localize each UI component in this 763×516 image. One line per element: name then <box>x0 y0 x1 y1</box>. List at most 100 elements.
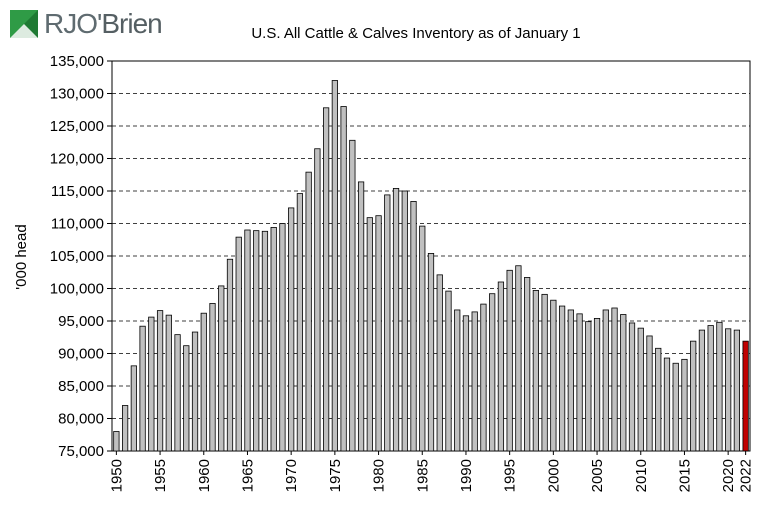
bar-2013 <box>663 357 671 452</box>
bar-1986 <box>427 252 435 452</box>
chart-title: U.S. All Cattle & Calves Inventory as of… <box>251 25 580 42</box>
bar-1968 <box>270 226 277 452</box>
x-tick-label: 1950 <box>108 459 125 492</box>
bar-1982 <box>392 187 400 452</box>
x-tick-label: 1975 <box>327 459 344 492</box>
x-tick-label: 1990 <box>458 459 475 492</box>
bar-1990 <box>462 315 470 452</box>
x-tick-label: 2022 <box>738 459 755 492</box>
x-tick-label: 1970 <box>283 459 300 492</box>
bar-1999 <box>541 293 548 452</box>
bar-1955 <box>156 310 164 452</box>
bar-2017 <box>698 329 706 452</box>
rjo-brien-logo: RJO'Brien <box>8 6 163 44</box>
bar-1972 <box>305 171 312 452</box>
bar-1974 <box>323 107 330 452</box>
x-tick-label: 2020 <box>720 459 737 492</box>
bar-2002 <box>567 309 574 452</box>
logo-wordmark: RJO'Brien <box>44 8 163 40</box>
bar-2006 <box>602 309 609 452</box>
bar-1979 <box>366 217 373 452</box>
x-tick-label: 2005 <box>589 459 606 492</box>
y-tick-label: 95,000 <box>58 313 104 330</box>
x-tick-label: 1995 <box>502 459 519 492</box>
bar-2020 <box>725 328 732 452</box>
y-tick-label: 115,000 <box>51 183 104 200</box>
y-tick-label: 120,000 <box>50 151 104 168</box>
bar-1970 <box>288 207 295 452</box>
bar-2000 <box>550 299 557 452</box>
y-tick-label: 85,000 <box>58 378 104 395</box>
bar-1958 <box>183 345 190 452</box>
x-tick-label: 2000 <box>545 459 562 492</box>
x-tick-label: 1960 <box>196 459 213 492</box>
bar-2012 <box>655 347 662 452</box>
bar-2022 <box>742 340 749 452</box>
bar-1988 <box>445 290 452 452</box>
bar-1976 <box>340 106 347 452</box>
bar-1978 <box>357 181 365 452</box>
bar-2005 <box>593 317 601 452</box>
bar-1984 <box>410 200 417 452</box>
bar-2021 <box>733 329 740 452</box>
bar-1962 <box>218 285 225 452</box>
bar-1953 <box>139 325 146 452</box>
x-tick-label: 1955 <box>152 459 169 492</box>
bar-1971 <box>296 193 304 452</box>
bar-1994 <box>497 281 505 452</box>
bar-1998 <box>532 290 539 452</box>
y-tick-label: 100,000 <box>50 281 104 298</box>
bar-1991 <box>471 311 478 452</box>
bar-2019 <box>716 321 723 452</box>
bar-1960 <box>200 312 207 452</box>
bar-1951 <box>122 405 129 452</box>
bar-1981 <box>384 194 391 452</box>
bar-1985 <box>419 225 426 452</box>
bar-1983 <box>401 190 408 452</box>
x-tick-label: 2015 <box>676 459 693 492</box>
bar-1993 <box>489 293 496 452</box>
bar-1957 <box>174 334 181 452</box>
bar-1956 <box>165 314 172 452</box>
bar-1969 <box>279 223 286 452</box>
bar-1961 <box>209 303 216 452</box>
bar-1995 <box>506 269 513 452</box>
logo-wordmark-primary: RJO' <box>44 8 102 39</box>
logo-mark-icon <box>10 10 38 38</box>
bar-2015 <box>681 358 688 452</box>
bar-1987 <box>436 274 443 452</box>
bar-2010 <box>637 327 644 452</box>
bar-1997 <box>524 277 531 452</box>
y-tick-label: 125,000 <box>50 118 104 135</box>
x-tick-label: 1965 <box>239 459 256 492</box>
bar-1973 <box>314 148 321 452</box>
x-tick-label: 2010 <box>633 459 650 492</box>
bar-1967 <box>261 230 269 452</box>
y-tick-label: 75,000 <box>58 443 104 460</box>
y-tick-label: 80,000 <box>58 411 104 428</box>
bar-2014 <box>672 362 679 452</box>
bar-2009 <box>628 322 636 452</box>
bar-1952 <box>130 365 137 452</box>
bar-1989 <box>454 309 461 452</box>
bar-1966 <box>253 230 260 452</box>
y-axis-label: '000 head <box>13 224 30 289</box>
bar-1959 <box>191 331 199 452</box>
y-tick-label: 135,000 <box>50 53 104 70</box>
bar-2007 <box>611 307 618 452</box>
bar-1950 <box>113 431 120 452</box>
y-tick-label: 105,000 <box>50 248 104 265</box>
bar-2008 <box>620 314 627 452</box>
y-tick-label: 130,000 <box>50 86 104 103</box>
bar-1963 <box>226 258 234 452</box>
bar-2001 <box>558 305 566 452</box>
bar-1996 <box>515 265 522 452</box>
plot-area: 75,000 80,000 85,000 90,000 95,000 100,000 105… <box>50 53 755 492</box>
bar-1954 <box>148 316 155 452</box>
x-tick-label: 1980 <box>371 459 388 492</box>
bar-2016 <box>690 340 697 452</box>
bar-1977 <box>349 139 356 452</box>
bar-2018 <box>707 325 714 452</box>
bar-2011 <box>646 335 653 452</box>
